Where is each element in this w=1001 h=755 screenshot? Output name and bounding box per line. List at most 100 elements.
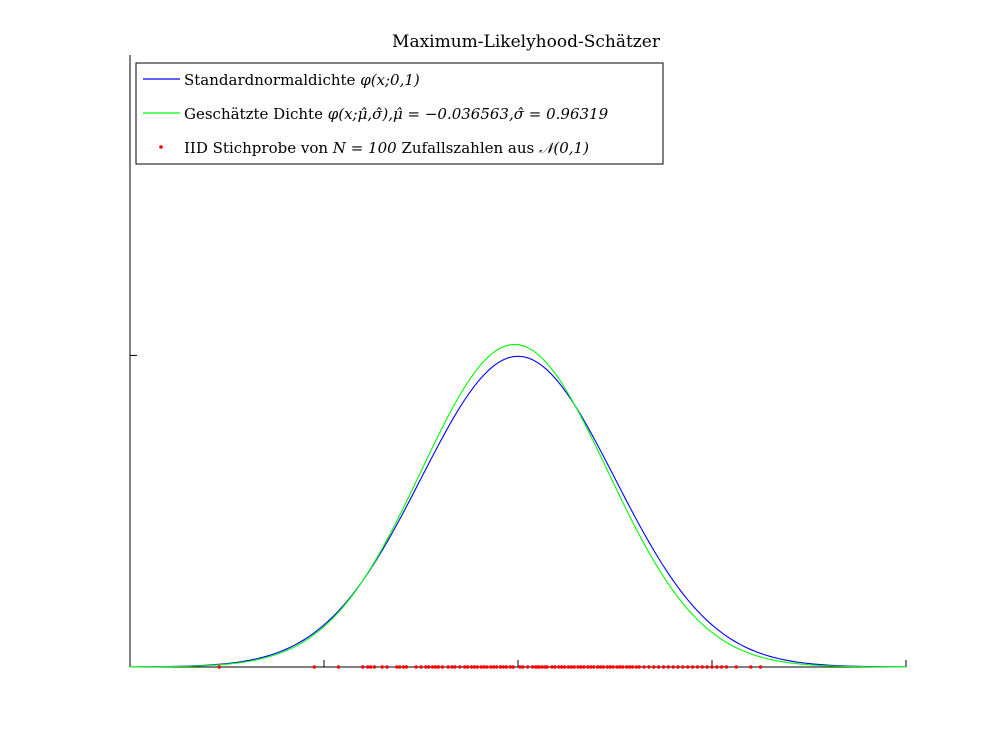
sample-point xyxy=(526,665,530,669)
sample-point xyxy=(671,665,675,669)
sample-point xyxy=(695,665,700,669)
sample-point xyxy=(397,665,402,669)
sample-point xyxy=(624,665,629,669)
sample-point xyxy=(475,665,479,669)
sample-point xyxy=(395,665,399,669)
sample-point xyxy=(550,665,554,669)
sample-point xyxy=(627,665,632,669)
sample-point xyxy=(540,665,544,669)
sample-point xyxy=(724,665,729,669)
series-line-0 xyxy=(129,355,907,668)
sample-point xyxy=(647,665,651,669)
sample-point xyxy=(498,665,503,669)
sample-point xyxy=(569,665,574,669)
sample-point xyxy=(591,665,596,669)
sample-point xyxy=(566,665,571,669)
sample-point xyxy=(686,665,690,669)
sample-point xyxy=(217,665,221,669)
sample-point xyxy=(372,665,377,669)
sample-point xyxy=(559,665,564,669)
sample-point xyxy=(501,665,506,669)
sample-point xyxy=(385,665,389,669)
sample-point xyxy=(572,665,576,669)
sample-point xyxy=(469,665,474,669)
legend-entry-sample-suffix: Zufallszahlen aus xyxy=(397,139,539,157)
sample-point xyxy=(361,665,365,669)
sample-point xyxy=(576,665,580,669)
sample-point xyxy=(511,665,515,669)
sample-point xyxy=(758,665,763,669)
sample-point xyxy=(615,665,619,669)
legend-swatch-sample xyxy=(159,145,163,149)
sample-point xyxy=(446,665,450,669)
sample-point xyxy=(430,665,435,669)
legend-entry-estimated-prefix: Geschätzte Dichte xyxy=(184,105,328,123)
legend: Standardnormaldichte φ(x;0,1) Geschätzte… xyxy=(135,62,664,165)
legend-entry-standard: Standardnormaldichte φ(x;0,1) xyxy=(184,71,420,89)
sample-point xyxy=(618,665,622,669)
legend-entry-sample-prefix: IID Stichprobe von xyxy=(184,139,333,157)
sample-point xyxy=(676,665,680,669)
sample-point xyxy=(700,665,704,669)
sample-point xyxy=(545,665,549,669)
sample-point xyxy=(734,665,738,669)
sample-point xyxy=(404,665,409,669)
sample-point xyxy=(621,665,625,669)
sample-point xyxy=(690,665,695,669)
sample-point xyxy=(427,665,431,669)
sample-point xyxy=(637,665,641,669)
sample-point xyxy=(479,665,483,669)
sample-point xyxy=(652,665,656,669)
sample-point xyxy=(666,665,671,669)
legend-entry-sample-math: N = 100 xyxy=(332,139,397,157)
sample-point xyxy=(440,665,445,669)
sample-point xyxy=(450,665,454,669)
legend-entry-estimated-math: φ(x;μ̂,σ̂),μ̂ = −0.036563,σ̂ = 0.96319 xyxy=(328,105,609,123)
sample-point xyxy=(508,665,512,669)
sample-point xyxy=(365,665,370,669)
legend-entry-standard-prefix: Standardnormaldichte xyxy=(184,71,360,89)
sample-point xyxy=(710,665,714,669)
sample-point xyxy=(557,665,561,669)
sample-point xyxy=(579,665,583,669)
sample-point xyxy=(586,665,590,669)
series-lines xyxy=(129,343,907,668)
sample-point xyxy=(720,665,724,669)
sample-point xyxy=(368,665,373,669)
sample-point xyxy=(465,665,470,669)
sample-point xyxy=(705,665,709,669)
legend-entry-standard-math: φ(x;0,1) xyxy=(360,71,420,89)
sample-point xyxy=(656,665,661,669)
legend-entry-sample: IID Stichprobe von N = 100 Zufallszahlen… xyxy=(184,139,589,157)
sample-point xyxy=(681,665,685,669)
chart-title: Maximum-Likelyhood-Schätzer xyxy=(392,32,661,52)
series-line-1 xyxy=(129,343,907,668)
sample-point xyxy=(582,665,586,669)
sample-points xyxy=(217,665,763,669)
sample-point xyxy=(414,665,418,669)
sample-point xyxy=(462,665,467,669)
sample-point xyxy=(521,665,525,669)
sample-point xyxy=(634,665,639,669)
legend-box xyxy=(135,62,664,165)
sample-point xyxy=(424,665,428,669)
sample-point xyxy=(472,665,477,669)
sample-point xyxy=(482,665,486,669)
sample-point xyxy=(492,665,496,669)
sample-point xyxy=(605,665,609,669)
sample-point xyxy=(433,665,438,669)
sample-point xyxy=(436,665,441,669)
sample-point xyxy=(608,665,612,669)
sample-point xyxy=(598,665,603,669)
sample-point xyxy=(630,665,635,669)
sample-point xyxy=(537,665,542,669)
sample-point xyxy=(518,665,522,669)
sample-point xyxy=(485,665,489,669)
sample-point xyxy=(562,665,567,669)
sample-point xyxy=(642,665,646,669)
sample-point xyxy=(601,665,606,669)
sample-point xyxy=(312,665,316,669)
sample-point xyxy=(595,665,600,669)
